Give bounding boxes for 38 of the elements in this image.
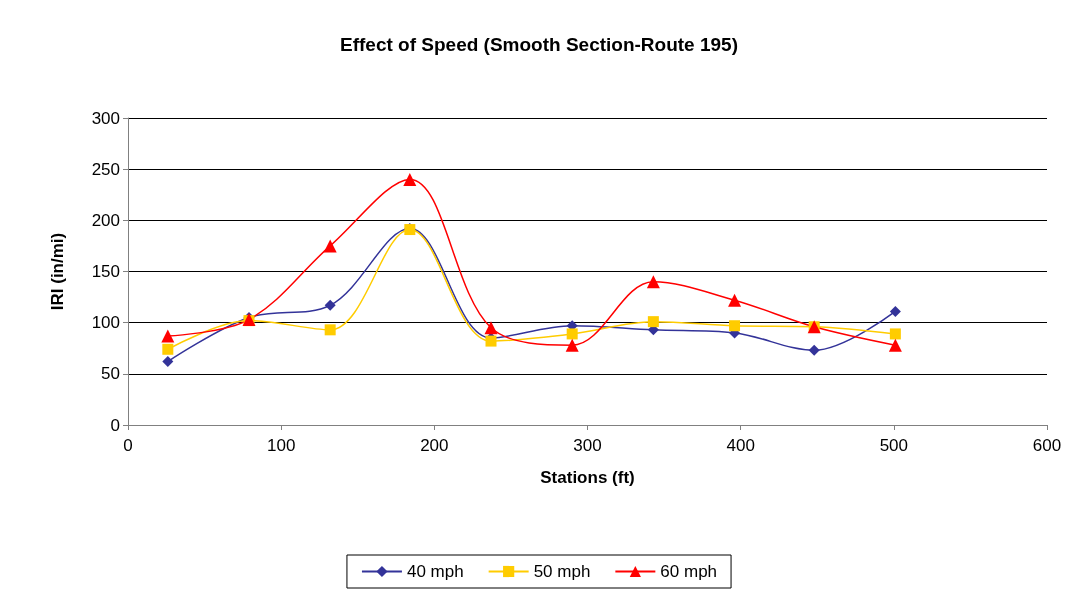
point [728,293,742,307]
point [647,316,659,328]
chart-title: Effect of Speed (Smooth Section-Route 195) [340,34,738,55]
x-tick-label: 0 [123,436,133,455]
point [484,321,498,335]
y-tick-label: 50 [101,364,120,384]
y-tick-label: 150 [91,262,120,281]
x-tick-label: 400 [726,436,755,455]
x-tick-label: 300 [573,436,602,455]
point [161,329,175,343]
point [889,305,901,317]
y-axis-title: IRI (in/mi) [48,232,67,311]
y-tick-label: 0 [110,415,120,435]
point [889,328,901,340]
point [324,299,336,311]
legend-label: 50 mph [533,562,591,581]
point [646,275,660,289]
point [808,344,820,356]
point [888,338,902,352]
point [324,324,336,336]
y-tick-label: 250 [91,159,120,179]
point [162,356,174,368]
y-tick-label: 300 [91,108,120,128]
x-tick-label: 600 [1032,436,1062,455]
legend-label: 40 mph [406,562,464,581]
point [565,338,579,352]
point [566,328,578,340]
point [162,343,174,355]
y-tick-label: 100 [91,313,120,333]
point [323,239,337,253]
point [729,320,741,332]
y-tick-label: 200 [91,210,120,230]
x-axis-title: Stations (ft) [540,468,635,487]
point [403,172,417,186]
legend-label: 60 mph [660,562,718,581]
x-tick-label: 200 [420,436,449,455]
x-tick-label: 500 [879,436,909,455]
x-tick-label: 100 [266,436,296,455]
